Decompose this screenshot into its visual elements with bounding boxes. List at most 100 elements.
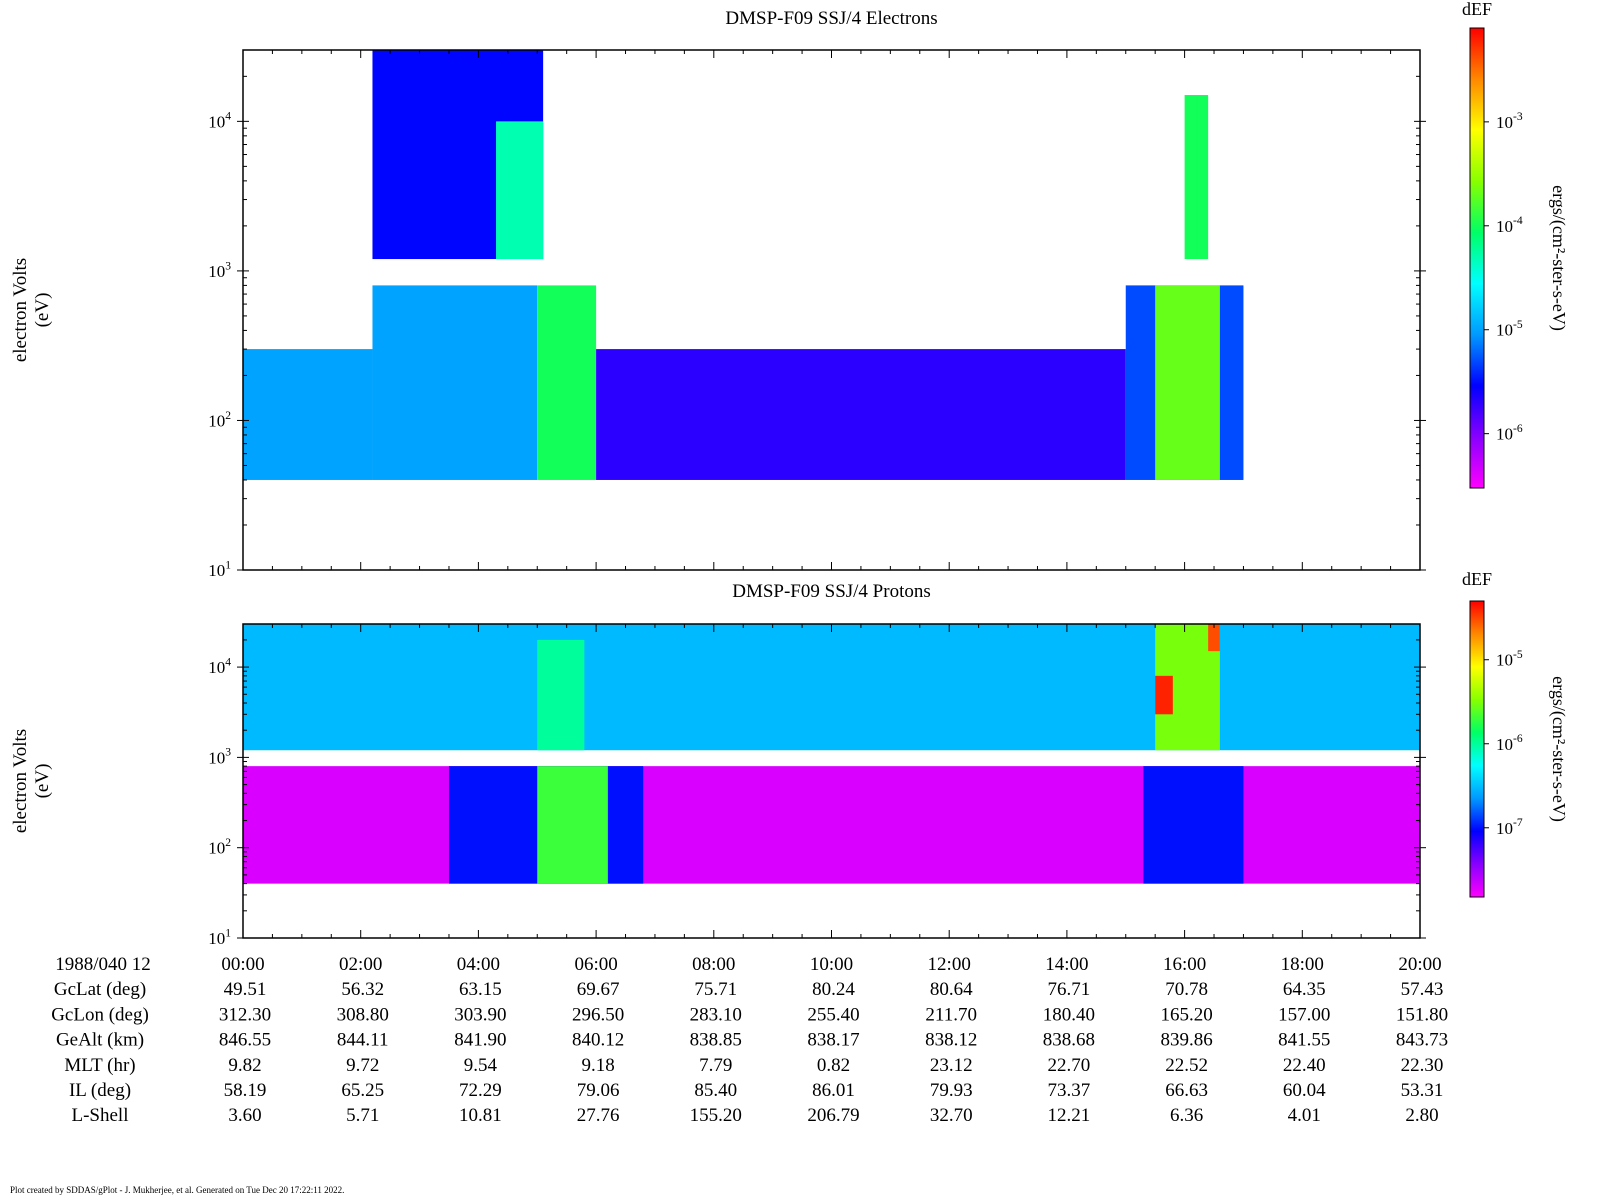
ephemeris-value: 80.24 <box>812 979 855 1000</box>
ephemeris-value: 9.54 <box>464 1055 498 1076</box>
ephemeris-row-label: IL (deg) <box>69 1080 131 1101</box>
ephemeris-value: 211.70 <box>925 1004 977 1025</box>
spectrogram-region <box>596 349 1126 480</box>
spectrogram-region <box>537 639 585 751</box>
y-axis-label-line: electron Volts <box>10 729 31 833</box>
ephemeris-value: 58.19 <box>224 1080 267 1101</box>
time-axis-label: 1988/040 12 <box>55 954 151 975</box>
colorbar-label: dEF <box>1462 0 1492 19</box>
spectrogram-region <box>537 285 597 480</box>
ephemeris-value: 303.90 <box>454 1004 506 1025</box>
ephemeris-value: 6.36 <box>1170 1105 1203 1126</box>
ephemeris-value: 69.67 <box>577 979 620 1000</box>
ephemeris-value: 22.30 <box>1401 1055 1444 1076</box>
ephemeris-value: 27.76 <box>577 1105 620 1126</box>
ephemeris-value: 70.78 <box>1165 979 1208 1000</box>
ephemeris-value: 4.01 <box>1288 1105 1321 1126</box>
ephemeris-value: 838.12 <box>925 1030 977 1051</box>
ephemeris-value: 22.40 <box>1283 1055 1326 1076</box>
ephemeris-value: 841.90 <box>454 1030 506 1051</box>
ephemeris-value: 80.64 <box>930 979 973 1000</box>
panel-title: DMSP-F09 SSJ/4 Protons <box>732 581 931 602</box>
spectrogram-region <box>1155 285 1220 480</box>
time-tick-label: 02:00 <box>339 954 382 975</box>
ephemeris-value: 60.04 <box>1283 1080 1326 1101</box>
ephemeris-value: 64.35 <box>1283 979 1326 1000</box>
ephemeris-value: 255.40 <box>807 1004 859 1025</box>
time-tick-label: 16:00 <box>1163 954 1206 975</box>
ephemeris-value: 9.18 <box>581 1055 614 1076</box>
spectrogram-region <box>1155 675 1173 715</box>
colorbar-tick-label: 10-3 <box>1496 110 1523 132</box>
y-axis-label: electron Volts (eV) <box>10 258 53 362</box>
ephemeris-value: 65.25 <box>341 1080 384 1101</box>
time-tick-label: 18:00 <box>1281 954 1324 975</box>
ephemeris-value: 9.72 <box>346 1055 379 1076</box>
ephemeris-value: 53.31 <box>1401 1080 1444 1101</box>
time-tick-label: 08:00 <box>692 954 735 975</box>
panel-title: DMSP-F09 SSJ/4 Electrons <box>725 8 937 29</box>
ephemeris-value: 79.93 <box>930 1080 973 1101</box>
y-tick-label: 102 <box>208 836 231 858</box>
y-tick-label: 104 <box>208 655 231 677</box>
spectrogram-cells <box>243 50 1244 480</box>
time-tick-label: 12:00 <box>928 954 971 975</box>
y-tick-label: 104 <box>208 110 231 132</box>
ephemeris-value: 63.15 <box>459 979 502 1000</box>
ephemeris-value: 22.52 <box>1165 1055 1208 1076</box>
colorbar-units-text: ergs/(cm²-ster-s-eV) <box>1548 676 1569 822</box>
ephemeris-value: 838.17 <box>807 1030 859 1051</box>
ephemeris-value: 838.68 <box>1043 1030 1095 1051</box>
footer-credit: Plot created by SDDAS/gPlot - J. Mukherj… <box>10 1185 345 1195</box>
ephemeris-value: 9.82 <box>228 1055 261 1076</box>
colorbar <box>1469 600 1485 898</box>
time-tick-label: 14:00 <box>1045 954 1088 975</box>
y-tick-label: 103 <box>208 746 231 768</box>
ephemeris-row-label: MLT (hr) <box>64 1055 135 1076</box>
time-tick-label: 04:00 <box>457 954 500 975</box>
ephemeris-value: 5.71 <box>346 1105 379 1126</box>
ephemeris-value: 3.60 <box>228 1105 261 1126</box>
ephemeris-value: 296.50 <box>572 1004 624 1025</box>
ephemeris-value: 49.51 <box>224 979 267 1000</box>
ephemeris-value: 841.55 <box>1278 1030 1330 1051</box>
ephemeris-value: 10.81 <box>459 1105 502 1126</box>
spectrogram-region <box>496 121 544 260</box>
ephemeris-value: 838.85 <box>690 1030 742 1051</box>
ephemeris-value: 180.40 <box>1043 1004 1095 1025</box>
spectrogram-region <box>243 349 373 480</box>
ephemeris-value: 86.01 <box>812 1080 855 1101</box>
ephemeris-value: 56.32 <box>341 979 384 1000</box>
ephemeris-value: 155.20 <box>690 1105 742 1126</box>
colorbar-tick-label: 10-7 <box>1496 816 1523 838</box>
time-tick-label: 06:00 <box>574 954 617 975</box>
spectrogram-region <box>243 624 1420 751</box>
panel-electrons: DMSP-F09 SSJ/4 Electrons 101 102 103 104 elec… <box>10 0 1569 580</box>
ephemeris-value: 66.63 <box>1165 1080 1208 1101</box>
ephemeris-value: 846.55 <box>219 1030 271 1051</box>
ephemeris-value: 844.11 <box>337 1030 389 1051</box>
time-tick-label: 20:00 <box>1398 954 1441 975</box>
y-axis-label-line: (eV) <box>32 293 53 328</box>
spectrogram-region <box>537 766 608 884</box>
ephemeris-value: 12.21 <box>1048 1105 1091 1126</box>
ephemeris-value: 157.00 <box>1278 1004 1330 1025</box>
y-axis-label: electron Volts (eV) <box>10 729 53 833</box>
ephemeris-row-label: L-Shell <box>72 1105 129 1126</box>
panel-protons: DMSP-F09 SSJ/4 Protons 101 102 103 104 electr… <box>10 569 1569 948</box>
colorbar <box>1469 27 1485 489</box>
ephemeris-row-label: GcLon (deg) <box>51 1004 149 1025</box>
y-tick-label: 101 <box>208 926 231 948</box>
ephemeris-value: 23.12 <box>930 1055 973 1076</box>
ephemeris-value: 165.20 <box>1160 1004 1212 1025</box>
colorbar-tick-label: 10-6 <box>1496 422 1523 444</box>
ephemeris-value: 85.40 <box>694 1080 737 1101</box>
ephemeris-value: 73.37 <box>1048 1080 1091 1101</box>
spectrogram-cells <box>243 624 1420 884</box>
spectrogram-region <box>1208 624 1220 652</box>
y-tick-label: 102 <box>208 409 231 431</box>
spectrogram-region <box>1184 95 1209 260</box>
ephemeris-value: 2.80 <box>1405 1105 1438 1126</box>
ephemeris-value: 32.70 <box>930 1105 973 1126</box>
